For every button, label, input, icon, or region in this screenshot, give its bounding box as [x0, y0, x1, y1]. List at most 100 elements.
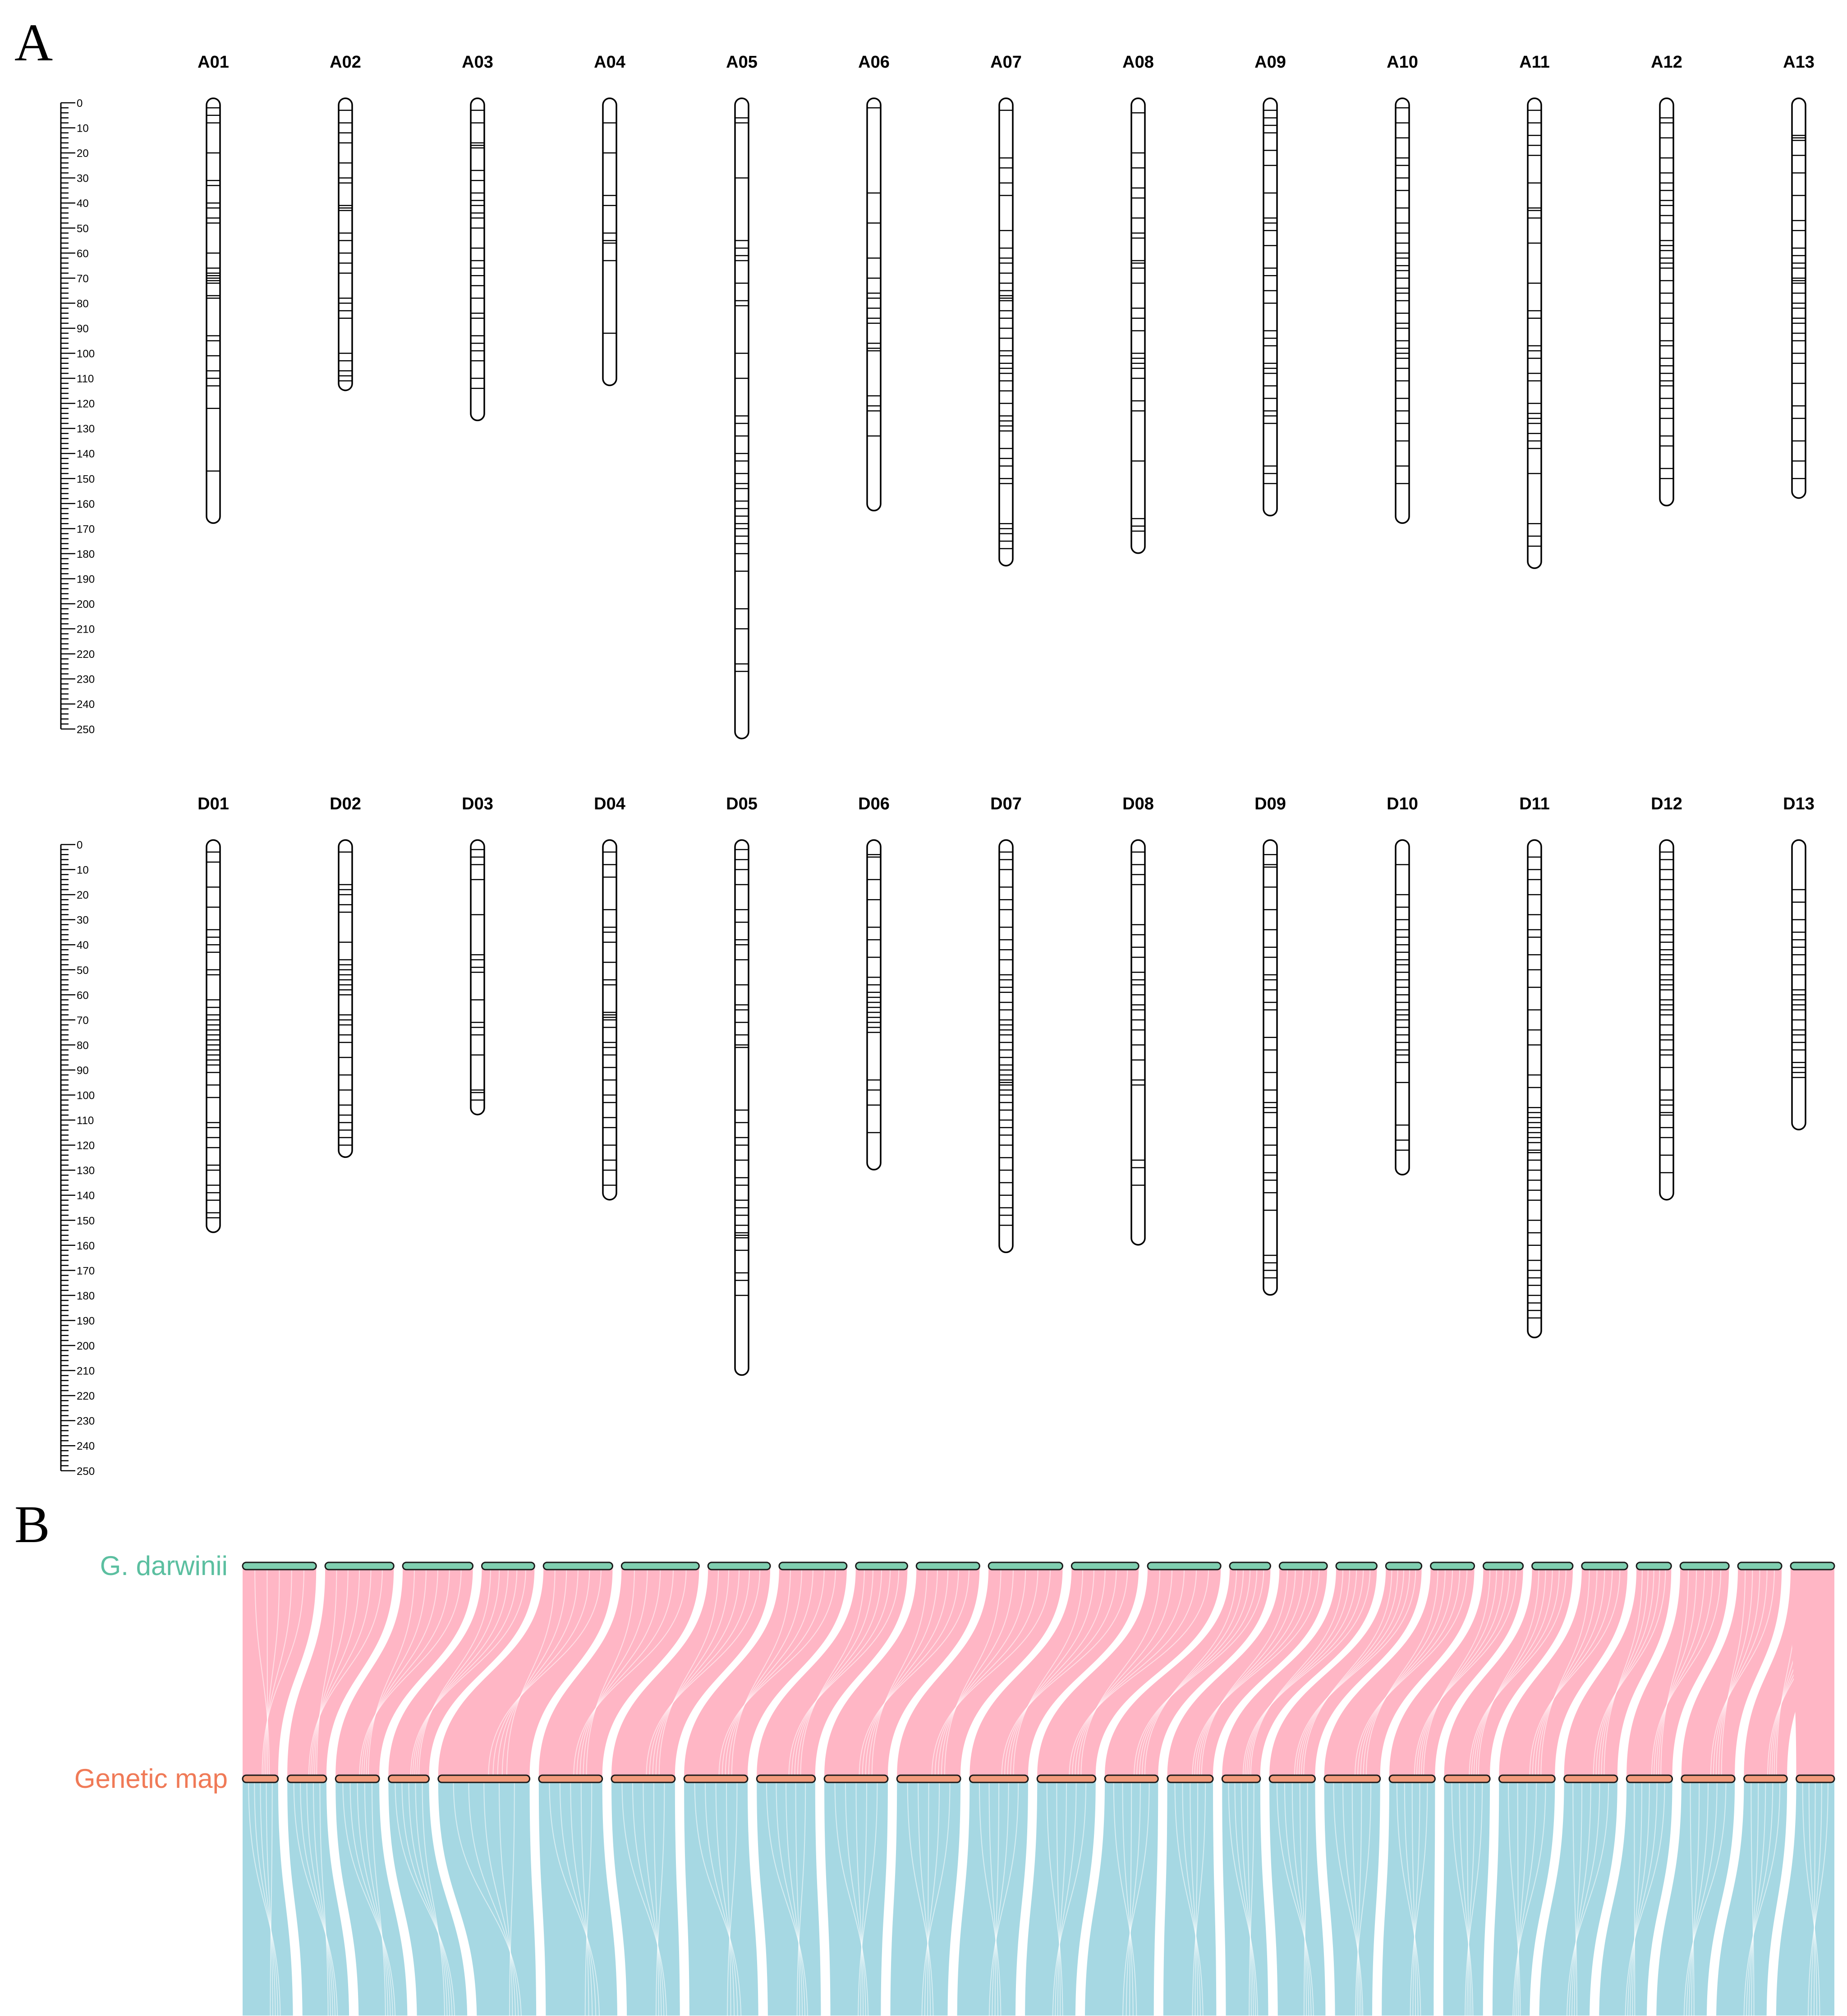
link-line [1535, 1568, 1605, 1777]
row-d-subgenome: 0 10 20 30 40 50 60 70 80 90 100 110 120 130 140 150 160… [60, 794, 1815, 1478]
chromosome-bar [1498, 1774, 1556, 1783]
link-line [1355, 1781, 1372, 2016]
link-line [312, 1781, 331, 2016]
lower-synteny-ribbon [1492, 1782, 1555, 2016]
chromosome-label: A08 [1122, 53, 1154, 72]
ruler-tick-label: 250 [77, 724, 95, 736]
upper-synteny-ribbon [438, 1569, 613, 1776]
link-line [573, 1568, 687, 1777]
chromosome-body [866, 97, 882, 512]
chromosome-bar [611, 1774, 676, 1783]
link-line [1807, 1781, 1829, 2016]
link-line [797, 1568, 873, 1777]
link-line [1301, 1568, 1398, 1777]
link-line [643, 1781, 662, 2016]
link-line [359, 1568, 462, 1777]
chromosome-A11: A11 [1519, 53, 1550, 569]
link-line [1354, 1568, 1468, 1777]
link-line [293, 1781, 338, 2016]
chromosome-body [206, 839, 221, 1233]
ruler-tick-label: 50 [77, 964, 89, 977]
chromosome-bar [481, 1561, 535, 1571]
link-line [1808, 1781, 1818, 2016]
chromosome-label: A02 [330, 53, 361, 72]
link-line [1473, 1568, 1553, 1777]
lower-synteny-ribbon [684, 1782, 758, 2016]
link-line [988, 1781, 1019, 2016]
lower-synteny-ribbon [1776, 1782, 1835, 2016]
ruler-tick-label: 120 [77, 1140, 95, 1152]
link-line [865, 1568, 949, 1777]
link-line [868, 1568, 938, 1777]
link-line [721, 1568, 825, 1777]
link-line [260, 1781, 276, 2016]
chromosome-body [734, 839, 749, 1376]
link-line [1299, 1781, 1307, 2016]
linkage-map-panel: 0102030405060708090100110120130140150160… [60, 53, 1815, 1478]
link-line [498, 1781, 513, 2016]
link-line [1469, 1568, 1567, 1777]
link-line [800, 1568, 865, 1777]
link-line [1802, 1781, 1820, 2016]
link-line [1077, 1568, 1173, 1777]
g-hirsutum-label: G. hirsutum [88, 2014, 228, 2016]
link-line [468, 1781, 519, 2016]
lower-synteny-ribbon [538, 1782, 617, 2016]
ruler-tick-label: 40 [77, 197, 89, 210]
ruler-tick-label: 180 [77, 548, 95, 560]
link-line [1574, 1781, 1583, 2016]
link-line [1517, 1781, 1519, 2016]
link-line [1572, 1781, 1577, 2016]
upper-synteny-ribbon [969, 1569, 1139, 1776]
link-line [501, 1568, 567, 1777]
link-line [483, 1781, 516, 2016]
link-line [1122, 1781, 1134, 2016]
link-line [1144, 1568, 1237, 1777]
lower-synteny-ribbon [1163, 1782, 1217, 2016]
link-line [1451, 1781, 1474, 2016]
link-line [1416, 1568, 1511, 1777]
link-line [1299, 1568, 1404, 1777]
chromosome-D09: D09 [1254, 794, 1286, 1296]
chromosome-bar [1323, 1774, 1381, 1783]
ruler-tick-label: 130 [77, 1165, 95, 1177]
upper-synteny-ribbon [1037, 1569, 1221, 1776]
link-line [1566, 1781, 1609, 2016]
link-line [1242, 1568, 1371, 1777]
chromosome-label: A09 [1254, 53, 1286, 72]
chromosome-A07: A07 [990, 53, 1022, 567]
link-line [1660, 1568, 1689, 1777]
link-line [796, 1781, 806, 2016]
chromosome-bar [707, 1561, 771, 1571]
chromosome-bar [1737, 1561, 1783, 1571]
chromosome-label: A03 [462, 53, 493, 72]
link-line [1303, 1781, 1308, 2016]
chromosome-bar [1563, 1774, 1618, 1783]
link-line [254, 1568, 270, 1777]
ruler-tick-label: 190 [77, 1315, 95, 1327]
chromosome-bar [1335, 1561, 1378, 1571]
link-line [1013, 1568, 1084, 1777]
link-line [248, 1781, 281, 2016]
link-line [1046, 1781, 1063, 2016]
chromosome-label: D12 [1651, 794, 1682, 813]
genetic-map-track [242, 1774, 1835, 1783]
link-line [855, 1781, 864, 2016]
link-line [270, 1781, 273, 2016]
chromosome-bar [538, 1774, 603, 1783]
link-line [1412, 1781, 1420, 2016]
link-line [1357, 1781, 1362, 2016]
chromosome-label: D06 [858, 794, 890, 813]
link-line [584, 1781, 593, 2016]
link-line [312, 1568, 360, 1777]
link-line [862, 1568, 959, 1777]
upper-synteny-ribbon [538, 1569, 699, 1776]
link-line [488, 1568, 602, 1777]
ruler-tick-label: 200 [77, 1340, 95, 1352]
lower-synteny-ribbon [757, 1782, 821, 2016]
upper-synteny-ribbon [335, 1569, 473, 1776]
link-line [1658, 1568, 1697, 1777]
link-line [418, 1568, 491, 1777]
link-line [715, 1781, 735, 2016]
link-line [1593, 1568, 1666, 1777]
